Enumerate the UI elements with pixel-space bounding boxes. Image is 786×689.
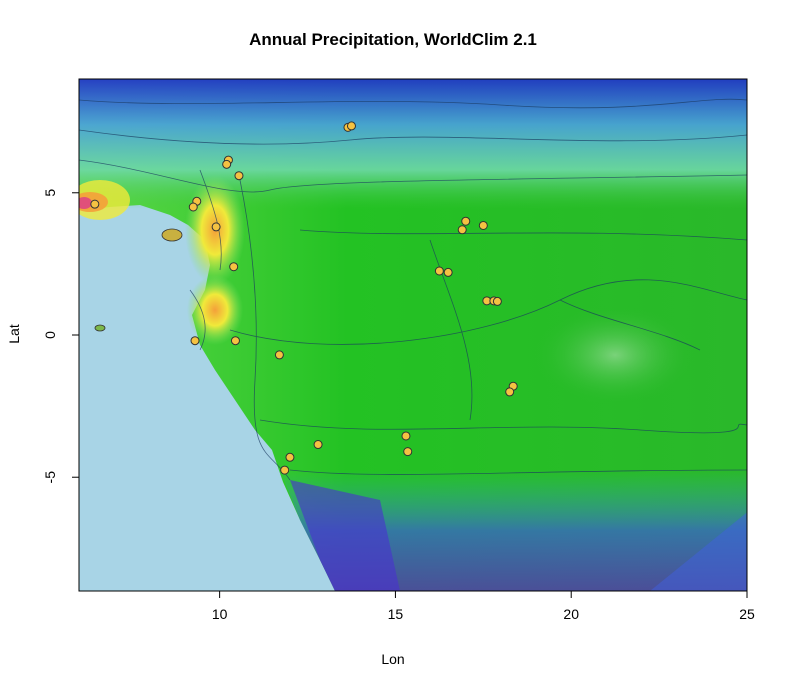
occurrence-point [403,447,413,457]
x-tick-label: 10 [212,606,228,622]
x-tick-label: 20 [563,606,579,622]
occurrence-point [457,225,467,235]
occurrence-point [274,350,284,360]
map-raster [79,79,747,591]
occurrence-point [285,452,295,462]
contour-lines [79,98,747,481]
occurrence-point [90,199,100,209]
occurrence-point [222,159,232,169]
y-tick-label: -5 [42,471,58,484]
occurrence-point [478,220,488,230]
occurrence-point [188,202,198,212]
occurrence-point [190,336,200,346]
occurrence-point [234,171,244,181]
occurrence-point [492,296,502,306]
occurrence-point [313,440,323,450]
x-axis-label: Lon [381,651,405,667]
y-tick-label: 0 [42,331,58,339]
occurrence-point [230,336,240,346]
occurrence-point [280,465,290,475]
occurrence-points [90,121,518,475]
occurrence-point [505,387,515,397]
occurrence-point [229,262,239,272]
x-tick-label: 15 [388,606,404,622]
occurrence-point [461,216,471,226]
occurrence-point [401,431,411,441]
occurrence-point [211,222,221,232]
x-axis: 10 15 20 25 [212,591,755,622]
occurrence-point [434,266,444,276]
x-tick-label: 25 [739,606,755,622]
occurrence-point [346,121,356,131]
occurrence-point [443,267,453,277]
map-title: Annual Precipitation, WorldClim 2.1 [249,30,537,49]
y-axis: 5 0 -5 [42,189,79,484]
y-tick-label: 5 [42,189,58,197]
